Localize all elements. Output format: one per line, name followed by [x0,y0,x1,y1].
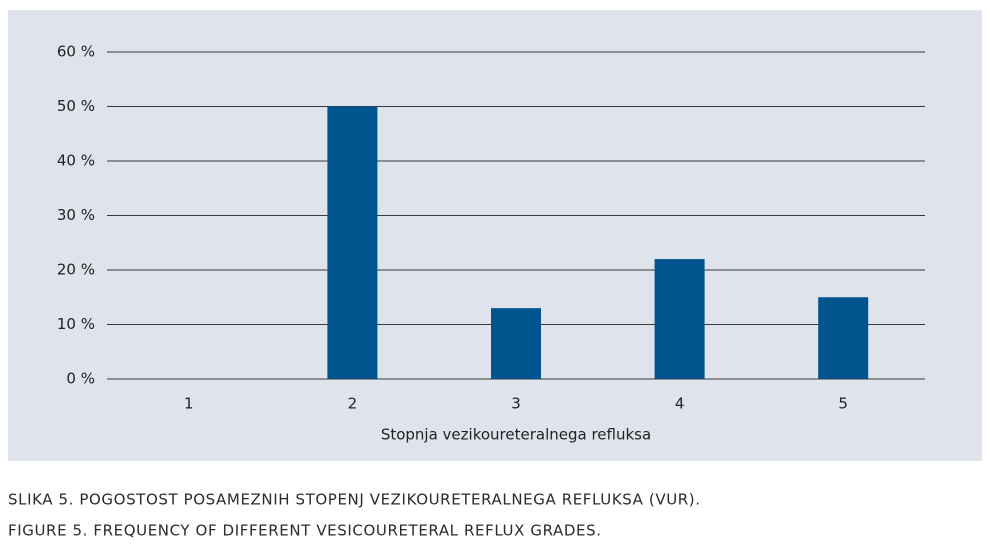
bar [327,106,378,379]
y-tick-label: 30 % [57,206,95,224]
y-tick-label: 60 % [57,43,95,61]
x-tick-label: 5 [838,395,848,413]
caption: FIGURE 5. FREQUENCY OF DIFFERENT VESICOU… [8,522,602,540]
y-tick-label: 40 % [57,152,95,170]
y-tick-label: 50 % [57,97,95,115]
chart-panel [8,10,982,461]
x-axis-label: Stopnja vezikoureteralnega refluksa [381,426,651,444]
x-tick-label: 3 [511,395,521,413]
x-tick-label: 4 [675,395,685,413]
x-tick-label: 1 [184,395,194,413]
bar [491,308,541,379]
y-tick-label: 0 % [66,370,95,388]
y-tick-label: 20 % [57,261,95,279]
bar [818,297,869,379]
caption: SLIKA 5. POGOSTOST POSAMEZNIH STOPENJ VE… [8,491,701,509]
x-tick-label: 2 [348,395,358,413]
bar [654,259,705,379]
y-tick-label: 10 % [57,315,95,333]
